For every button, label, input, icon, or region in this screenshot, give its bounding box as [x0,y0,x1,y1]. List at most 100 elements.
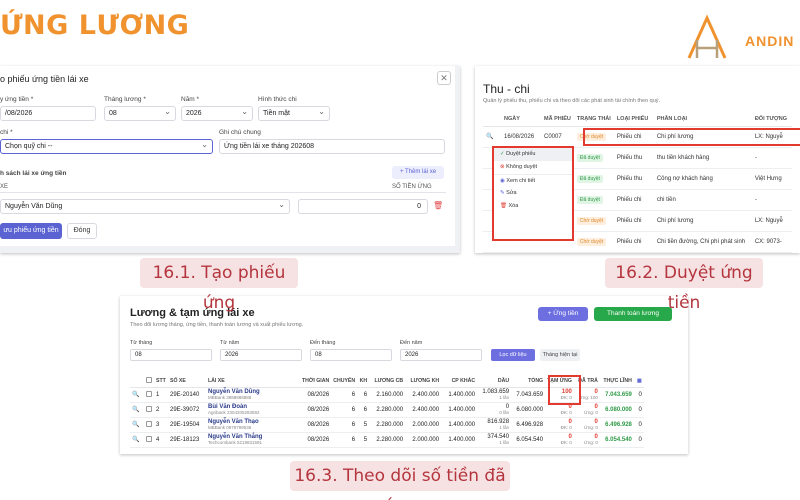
cell-type: Phiếu chi [613,231,654,253]
menu-view[interactable]: ◉ Xem chi tiết [494,174,572,187]
note-input[interactable]: Ứng tiền lái xe tháng 202608 [219,139,445,154]
row-checkbox[interactable] [144,402,154,418]
action-menu: ✓ Duyệt phiếu ⊗ Không duyệt ◉ Xem chi ti… [492,146,574,241]
from-month-select[interactable]: 08 [130,349,212,361]
magnifier-icon[interactable]: 🔍 [130,387,144,403]
driver-select[interactable]: Nguyễn Văn Dũng [0,198,290,214]
cell-oil-sub: 1 lần [499,425,510,430]
fund-select[interactable]: Chọn quỹ chi -- [0,138,213,154]
salary-table: STT SỐ XE LÁI XE THỜI GIAN CHUYẾN KH LƯƠ… [130,375,644,448]
col-object: ĐỐI TƯỢNG [751,112,792,127]
cell-net: 6.054.540 [599,432,634,448]
magnifier-icon[interactable]: 🔍 [130,417,144,433]
table-row[interactable]: 🔍 1 29E-20140 Nguyễn Văn Dũng MBBank 3988888… [130,387,644,403]
col-trips: CHUYẾN [331,375,358,388]
table-row[interactable]: 🔍 2 29E-39072 Bùi Văn Đoàn Agribank 23042052… [130,402,644,418]
select-all-checkbox[interactable] [144,375,154,388]
menu-reject[interactable]: ⊗ Không duyệt [494,161,572,174]
method-select[interactable]: Tiền mặt [258,105,330,121]
col-code: MÃ PHIẾU [541,112,574,127]
col-plate: SỐ XE [168,375,206,388]
row-checkbox[interactable] [144,432,154,448]
driver-bank: MBBank 3988888888 [208,395,252,400]
amount-input[interactable]: 0 [298,199,428,214]
list-label: h sách lái xe ứng tiền [0,170,67,177]
caption-create: 16.1. Tạo phiếu ứng [140,258,298,313]
filter-button[interactable]: Lọc dữ liệu [491,349,535,361]
cell-date: 16/08/2026 [501,126,541,148]
year-select[interactable]: 2026 [181,105,253,121]
cell-total: 6.080.000 [511,402,546,418]
cell-type: Phiếu thu [613,168,654,190]
col-action [483,112,501,127]
cell-paid: 0 [594,434,598,440]
cell-other: 1.400.000 [441,387,478,403]
cell-category: chi tiền [653,189,752,211]
table-row[interactable]: 🔍 3 29E-19504 Nguyễn Văn Thạo MBBank 0979799… [130,417,644,433]
from-year-label: Từ năm [220,340,240,346]
cell-total: 6.054.540 [511,432,546,448]
menu-delete[interactable]: 🗑 Xóa [494,200,572,213]
andin-logo [687,14,727,59]
trash-icon: 🗑 [500,203,507,209]
col-khsal: LƯƠNG KH [405,375,442,388]
col-kh: KH [357,375,370,388]
driver-name[interactable]: Bùi Văn Đoàn [208,404,248,410]
from-month-label: Từ tháng [130,340,153,346]
highlight-advance [548,375,581,405]
row-checkbox[interactable] [144,417,154,433]
cell-advance: 0 [568,404,572,410]
magnifier-icon[interactable]: 🔍 [130,432,144,448]
cell-object: - [751,189,792,211]
advance-button[interactable]: + Ứng tiền [538,307,588,321]
col-type: LOẠI PHIẾU [613,112,654,127]
date-field[interactable]: /08/2026 [0,106,96,121]
cell-object: LX: Nguyễ [751,126,792,148]
income-expense-desc: Quản lý phiếu thu, phiếu chi và theo dõi… [483,98,661,104]
cell-paid: 0 [594,419,598,425]
add-driver-button[interactable]: + Thêm lái xe [392,166,444,179]
driver-bank: Agribank 2304205283592 [208,410,260,415]
save-button[interactable]: ưu phiếu ứng tiền [0,223,62,239]
driver-name[interactable]: Nguyễn Văn Thắng [208,434,263,440]
col-other: CP KHÁC [441,375,478,388]
to-year-select[interactable]: 2026 [400,349,482,361]
col-driver: LÁI XE [206,375,300,388]
from-year-select[interactable]: 2026 [220,349,302,361]
cell-kh: 5 [357,417,370,433]
grid-icon[interactable]: ▦ [633,375,644,388]
method-label: Hình thức chi [258,96,297,103]
table-row[interactable]: 🔍 4 29E-18123 Nguyễn Văn Thắng Techcombank 5… [130,432,644,448]
trash-icon[interactable]: 🗑 [433,201,444,210]
row-checkbox[interactable] [144,387,154,403]
close-icon[interactable]: ✕ [437,71,451,85]
driver-name[interactable]: Nguyễn Văn Dũng [208,389,260,395]
current-month-button[interactable]: Tháng hiện tại [540,349,580,361]
driver-name[interactable]: Nguyễn Văn Thạo [208,419,259,425]
to-month-select[interactable]: 08 [310,349,392,361]
menu-approve-label: Duyệt phiếu [506,151,536,157]
cell-other: 1.400.000 [441,432,478,448]
salary-desc: Theo dõi lương tháng, ứng tiền, thanh to… [130,322,304,328]
approve-advance-screenshot: Thu - chi Quản lý phiếu thu, phiếu chi v… [475,66,800,253]
cell-khsal: 2.400.000 [405,402,442,418]
cell-kh: 6 [357,387,370,403]
close-button[interactable]: Đóng [67,223,97,239]
cell-base: 2.280.000 [369,432,406,448]
status-badge: Đã duyệt [576,174,603,183]
to-month-label: Đến tháng [310,340,336,346]
cell-paid: 0 [594,404,598,410]
pencil-icon: ✎ [500,190,505,196]
menu-edit[interactable]: ✎ Sửa [494,187,572,200]
month-select[interactable]: 08 [104,105,176,121]
to-year-label: Đến năm [400,340,423,346]
track-advance-screenshot: Lương & tạm ứng lái xe Theo dõi lương th… [120,296,688,454]
status-badge: Đã duyệt [576,195,603,204]
driver-col: XE [0,184,9,190]
magnifier-icon[interactable]: 🔍 [483,126,501,148]
magnifier-icon[interactable]: 🔍 [130,402,144,418]
pay-salary-button[interactable]: Thanh toán lương [594,307,672,321]
cell-category: thu tiền khách hàng [653,147,752,169]
table-row[interactable]: Đã duyệt Phiếu chi chi tiền - [483,189,792,211]
menu-approve[interactable]: ✓ Duyệt phiếu [494,148,572,161]
